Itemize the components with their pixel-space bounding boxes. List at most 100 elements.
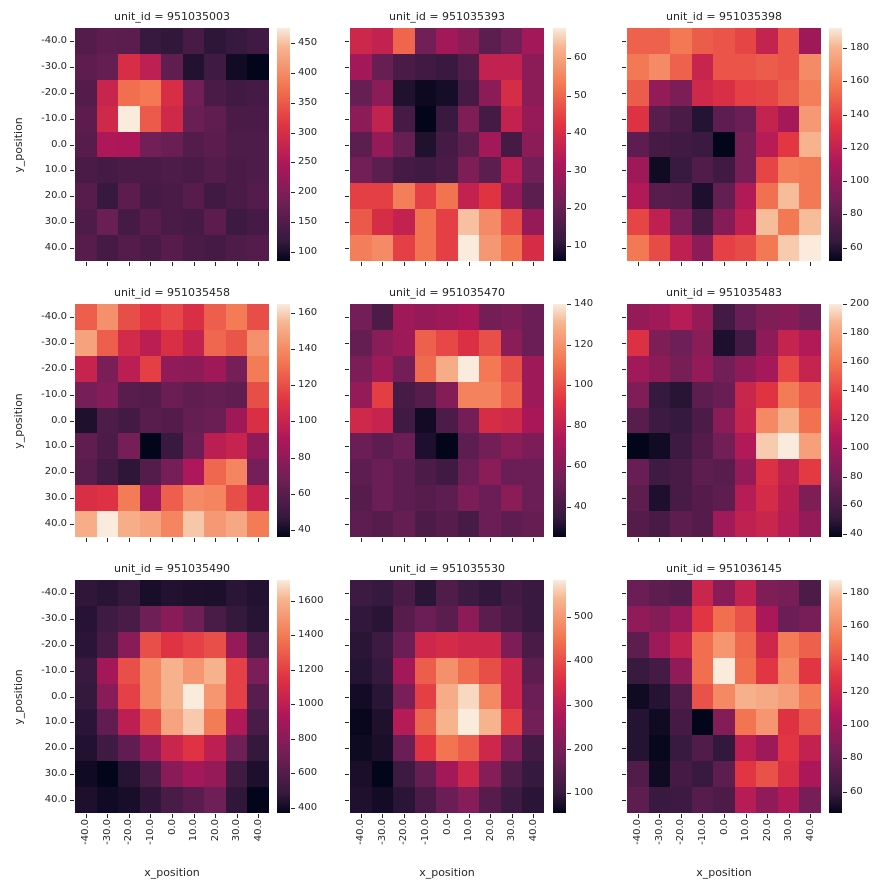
heatmap-cell <box>756 157 779 184</box>
y-tick-mark <box>70 498 74 500</box>
heatmap-cell <box>500 761 523 788</box>
heatmap-cell <box>627 433 650 460</box>
heatmap-cell <box>627 79 650 107</box>
heatmap-cell <box>777 459 800 486</box>
colorbar-tick-mark <box>843 214 847 216</box>
heatmap-cell <box>96 761 119 788</box>
heatmap-cell <box>161 79 184 107</box>
heatmap-cell <box>500 105 523 133</box>
heatmap-cell <box>522 657 544 685</box>
heatmap-cell <box>799 105 821 133</box>
heatmap-cell <box>393 787 416 813</box>
heatmap-cell <box>627 105 650 133</box>
heatmap-cell <box>627 183 650 210</box>
facet-title: unit_id = 951035458 <box>113 286 231 299</box>
heatmap-cell <box>691 485 714 512</box>
y-tick-mark <box>70 92 74 94</box>
heatmap-cell <box>522 79 544 107</box>
x-tick-mark <box>810 538 812 542</box>
heatmap-cell <box>393 511 416 537</box>
heatmap-cell <box>225 381 248 409</box>
heatmap-cell <box>414 605 437 633</box>
heatmap-cell <box>204 407 227 434</box>
x-tick-mark <box>172 262 173 266</box>
heatmap-cell <box>350 631 373 659</box>
colorbar-tick-mark <box>567 170 571 172</box>
colorbar-tick-label: 1600 <box>298 594 324 606</box>
x-tick-mark <box>745 262 747 266</box>
colorbar-tick-label: 350 <box>298 96 318 108</box>
colorbar-tick-mark <box>291 132 295 134</box>
heatmap-cell <box>670 105 693 133</box>
heatmap-cell <box>713 735 736 762</box>
colorbar-tick-mark <box>843 593 847 595</box>
x-tick-mark <box>128 262 130 266</box>
heatmap-cell <box>500 355 523 383</box>
heatmap <box>75 304 269 537</box>
heatmap-cell <box>691 105 714 133</box>
heatmap-cell <box>777 761 800 788</box>
y-tick-mark <box>622 800 626 802</box>
x-tick-mark <box>128 538 130 542</box>
x-tick-label: -40.0 <box>355 819 367 845</box>
heatmap-cell <box>393 761 416 788</box>
y-tick-label: 30.0 <box>44 492 67 504</box>
heatmap-cell <box>734 511 757 537</box>
heatmap-cell <box>225 485 248 512</box>
colorbar-tick-mark <box>291 807 295 809</box>
heatmap-cell <box>713 683 736 710</box>
heatmap-cell <box>414 304 437 331</box>
heatmap-cell <box>139 157 162 184</box>
colorbar-tick-mark <box>567 95 571 97</box>
x-tick-label: 10.0 <box>463 819 475 842</box>
heatmap-cell <box>479 459 502 486</box>
heatmap-cell <box>479 407 502 434</box>
heatmap-cell <box>500 683 523 710</box>
heatmap-cell <box>648 209 671 236</box>
y-tick-label: 20.0 <box>44 190 67 202</box>
heatmap-cell <box>350 209 373 236</box>
y-tick-mark <box>622 644 626 646</box>
heatmap-cell <box>204 304 227 331</box>
colorbar-tick-label: 120 <box>850 413 870 425</box>
heatmap-cell <box>225 209 248 236</box>
heatmap-cell <box>522 53 544 81</box>
colorbar-tick-mark <box>567 506 571 508</box>
heatmap-cell <box>350 683 373 710</box>
colorbar-tick-mark <box>567 425 571 427</box>
heatmap-cell <box>161 433 184 460</box>
x-tick-mark <box>788 814 790 818</box>
colorbar-tick-mark <box>567 793 571 795</box>
heatmap-cell <box>691 433 714 460</box>
heatmap-cell <box>457 485 480 512</box>
colorbar-tick-mark <box>843 419 847 421</box>
heatmap-cell <box>756 209 779 236</box>
heatmap-cell <box>627 304 650 331</box>
y-tick-mark <box>70 40 74 42</box>
heatmap-cell <box>350 485 373 512</box>
heatmap-cell <box>691 157 714 184</box>
heatmap-cell <box>734 485 757 512</box>
heatmap-cell <box>139 381 162 409</box>
y-tick-mark <box>622 748 626 750</box>
y-tick-mark <box>622 316 626 318</box>
heatmap-cell <box>139 304 162 331</box>
colorbar-tick-label: 80 <box>850 752 863 764</box>
x-tick-mark <box>490 538 492 542</box>
colorbar-tick-mark <box>291 773 295 775</box>
heatmap-cell <box>182 235 205 261</box>
heatmap-cell <box>479 709 502 736</box>
x-tick-mark <box>767 538 769 542</box>
heatmap-cell <box>96 105 119 133</box>
heatmap-cell <box>414 631 437 659</box>
heatmap-cell <box>393 355 416 383</box>
heatmap-cell <box>500 580 523 607</box>
heatmap-cell <box>182 605 205 633</box>
heatmap-cell <box>713 511 736 537</box>
heatmap-cell <box>691 787 714 813</box>
x-tick-mark <box>724 814 725 818</box>
heatmap-cell <box>118 329 141 357</box>
heatmap-cell <box>777 28 800 55</box>
x-tick-mark <box>85 262 87 266</box>
heatmap-cell <box>457 304 480 331</box>
